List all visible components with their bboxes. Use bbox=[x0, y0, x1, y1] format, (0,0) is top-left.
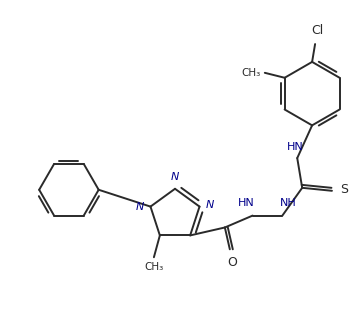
Text: NH: NH bbox=[280, 198, 297, 208]
Text: HN: HN bbox=[287, 142, 304, 152]
Text: N: N bbox=[136, 201, 145, 212]
Text: HN: HN bbox=[238, 198, 255, 208]
Text: CH₃: CH₃ bbox=[144, 262, 164, 272]
Text: CH₃: CH₃ bbox=[241, 68, 260, 78]
Text: O: O bbox=[227, 256, 237, 269]
Text: S: S bbox=[340, 183, 348, 196]
Text: Cl: Cl bbox=[311, 24, 323, 37]
Text: N: N bbox=[171, 172, 179, 182]
Text: N: N bbox=[206, 200, 214, 210]
